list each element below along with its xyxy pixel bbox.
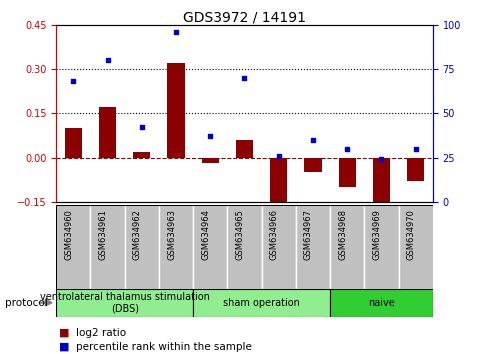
Point <box>103 57 111 63</box>
Point <box>411 146 419 152</box>
Text: GSM634965: GSM634965 <box>235 210 244 260</box>
Bar <box>193 205 227 289</box>
Bar <box>261 205 295 289</box>
Text: GSM634969: GSM634969 <box>372 210 381 260</box>
Text: GSM634961: GSM634961 <box>99 210 107 260</box>
Bar <box>99 107 116 158</box>
Bar <box>227 205 261 289</box>
Point <box>172 29 180 35</box>
Bar <box>235 140 253 158</box>
Bar <box>269 158 286 213</box>
Text: GSM634966: GSM634966 <box>269 210 278 261</box>
Bar <box>124 205 159 289</box>
Bar <box>56 205 90 289</box>
Text: naive: naive <box>367 298 394 308</box>
Point <box>69 79 77 84</box>
Text: GSM634967: GSM634967 <box>304 210 312 261</box>
Text: percentile rank within the sample: percentile rank within the sample <box>76 342 251 352</box>
Point <box>377 156 385 162</box>
Text: sham operation: sham operation <box>223 298 300 308</box>
Bar <box>159 205 193 289</box>
Point <box>138 125 145 130</box>
Bar <box>338 158 355 187</box>
Bar <box>364 205 398 289</box>
Bar <box>90 205 124 289</box>
Bar <box>372 158 389 217</box>
Bar <box>64 128 81 158</box>
Point <box>343 146 350 152</box>
Text: GDS3972 / 14191: GDS3972 / 14191 <box>183 11 305 25</box>
Point <box>274 153 282 159</box>
Bar <box>295 205 329 289</box>
Text: protocol: protocol <box>5 298 47 308</box>
Bar <box>304 158 321 172</box>
Bar <box>406 158 423 181</box>
Bar <box>167 63 184 158</box>
Text: ■: ■ <box>59 342 69 352</box>
Point <box>308 137 316 143</box>
Bar <box>133 152 150 158</box>
Bar <box>329 289 432 317</box>
Text: log2 ratio: log2 ratio <box>76 328 126 338</box>
Point <box>206 133 214 139</box>
Text: GSM634960: GSM634960 <box>64 210 73 260</box>
Text: GSM634963: GSM634963 <box>167 210 176 261</box>
Bar <box>329 205 364 289</box>
Bar <box>201 158 218 164</box>
Bar <box>56 289 193 317</box>
Text: GSM634968: GSM634968 <box>338 210 346 261</box>
Text: ■: ■ <box>59 328 69 338</box>
Bar <box>193 289 329 317</box>
Text: ventrolateral thalamus stimulation
(DBS): ventrolateral thalamus stimulation (DBS) <box>40 292 209 314</box>
Text: GSM634962: GSM634962 <box>133 210 142 260</box>
Text: GSM634964: GSM634964 <box>201 210 210 260</box>
Bar <box>398 205 432 289</box>
Point <box>240 75 248 81</box>
Text: GSM634970: GSM634970 <box>406 210 415 260</box>
